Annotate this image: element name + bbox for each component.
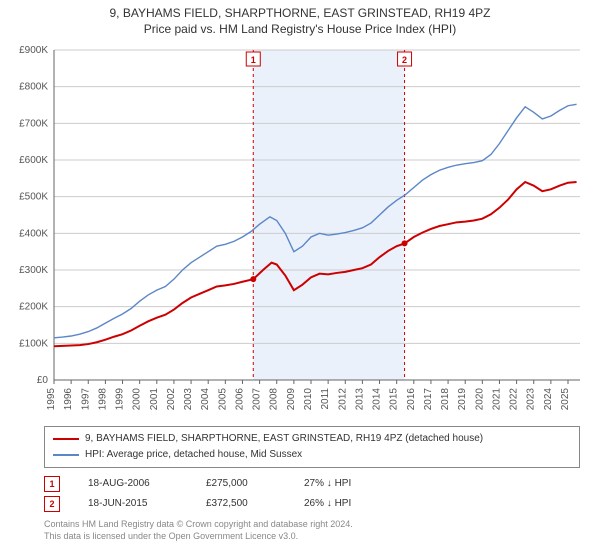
x-tick-label: 1999 [115, 388, 126, 411]
y-tick-label: £800K [19, 82, 48, 93]
price-chart: £0 £100K £200K £300K £400K £500K £600K £700K £80… [10, 40, 590, 418]
legend-row: 9, BAYHAMS FIELD, SHARPTHORNE, EAST GRIN… [53, 431, 571, 447]
title-line-1: 9, BAYHAMS FIELD, SHARPTHORNE, EAST GRIN… [0, 6, 600, 20]
x-tick-label: 2012 [337, 388, 348, 411]
event-delta: 27% ↓ HPI [304, 474, 351, 494]
y-tick-label: £500K [19, 192, 48, 203]
event-price: £275,000 [206, 474, 276, 494]
x-tick-label: 2007 [252, 388, 263, 411]
x-tick-label: 2008 [269, 388, 280, 411]
x-tick-label: 2023 [526, 388, 537, 411]
x-tick-label: 2009 [286, 388, 297, 411]
footnote-line-1: Contains HM Land Registry data © Crown c… [44, 518, 580, 530]
y-tick-label: £100K [19, 338, 48, 349]
footnote: Contains HM Land Registry data © Crown c… [44, 518, 580, 542]
x-tick-label: 2025 [560, 388, 571, 411]
legend-row: HPI: Average price, detached house, Mid … [53, 447, 571, 463]
chart-container: £0 £100K £200K £300K £400K £500K £600K £700K £80… [10, 40, 590, 418]
y-tick-label: £600K [19, 155, 48, 166]
shade-band [253, 50, 404, 380]
legend-swatch [53, 438, 79, 440]
x-tick-label: 2001 [149, 388, 160, 411]
event-price: £372,500 [206, 494, 276, 514]
x-tick-label: 2010 [303, 388, 314, 411]
legend-swatch [53, 454, 79, 456]
x-tick-label: 2000 [132, 388, 143, 411]
legend-label: 9, BAYHAMS FIELD, SHARPTHORNE, EAST GRIN… [85, 431, 483, 447]
event-delta: 26% ↓ HPI [304, 494, 351, 514]
title-line-2: Price paid vs. HM Land Registry's House … [0, 22, 600, 36]
legend-label: HPI: Average price, detached house, Mid … [85, 447, 302, 463]
x-tick-label: 2018 [440, 388, 451, 411]
y-tick-label: £300K [19, 265, 48, 276]
footnote-line-2: This data is licensed under the Open Gov… [44, 530, 580, 542]
x-tick-label: 2004 [200, 388, 211, 411]
x-tick-label: 2002 [166, 388, 177, 411]
x-tick-label: 2016 [406, 388, 417, 411]
events-table: 1 18-AUG-2006 £275,000 27% ↓ HPI 2 18-JUN-201… [44, 474, 580, 514]
x-tick-label: 2013 [354, 388, 365, 411]
event-index-box: 1 [44, 476, 60, 492]
event-marker-label: 1 [251, 55, 256, 65]
event-index-box: 2 [44, 496, 60, 512]
x-tick-label: 2005 [217, 388, 228, 411]
x-tick-label: 2015 [389, 388, 400, 411]
event-date: 18-JUN-2015 [88, 494, 178, 514]
y-tick-label: £0 [37, 375, 49, 386]
event-marker-label: 2 [402, 55, 407, 65]
x-tick-label: 1996 [63, 388, 74, 411]
table-row: 2 18-JUN-2015 £372,500 26% ↓ HPI [44, 494, 580, 514]
x-tick-label: 1997 [80, 388, 91, 411]
x-tick-label: 2020 [474, 388, 485, 411]
x-tick-label: 2019 [457, 388, 468, 411]
series-marker [402, 240, 408, 246]
x-tick-label: 2006 [234, 388, 245, 411]
y-tick-label: £900K [19, 45, 48, 56]
x-tick-label: 2014 [372, 388, 383, 411]
x-tick-label: 2011 [320, 388, 331, 410]
x-tick-label: 2021 [491, 388, 502, 411]
table-row: 1 18-AUG-2006 £275,000 27% ↓ HPI [44, 474, 580, 494]
x-tick-label: 2017 [423, 388, 434, 411]
y-tick-label: £700K [19, 118, 48, 129]
legend: 9, BAYHAMS FIELD, SHARPTHORNE, EAST GRIN… [44, 426, 580, 468]
x-tick-label: 2003 [183, 388, 194, 411]
x-tick-label: 2022 [509, 388, 520, 411]
event-date: 18-AUG-2006 [88, 474, 178, 494]
series-marker [250, 276, 256, 282]
y-tick-label: £200K [19, 302, 48, 313]
x-tick-label: 1995 [46, 388, 57, 411]
x-tick-label: 1998 [97, 388, 108, 411]
chart-title: 9, BAYHAMS FIELD, SHARPTHORNE, EAST GRIN… [0, 0, 600, 36]
y-tick-label: £400K [19, 228, 48, 239]
x-tick-label: 2024 [543, 388, 554, 411]
